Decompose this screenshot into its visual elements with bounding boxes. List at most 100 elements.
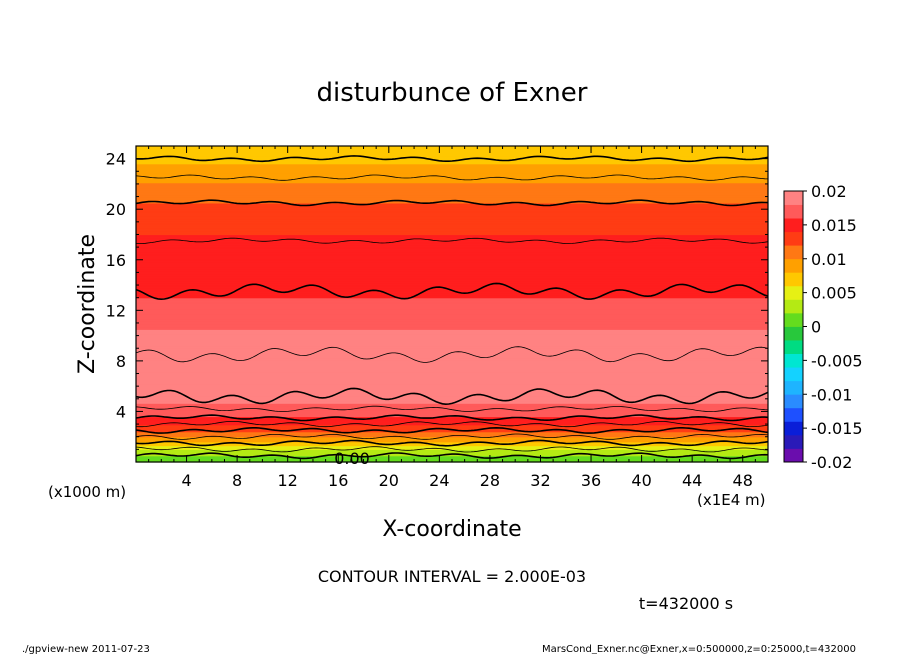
contour-band (136, 341, 768, 343)
contour-band (136, 407, 768, 409)
contour-band (136, 230, 768, 232)
contour-band (136, 376, 768, 378)
contour-band (136, 218, 768, 220)
contour-band (136, 165, 768, 167)
footer-right: MarsCond_Exner.nc@Exner,x=0:500000,z=0:2… (542, 644, 856, 654)
contour-band (136, 242, 768, 244)
contour-band (136, 170, 768, 172)
contour-band (136, 175, 768, 177)
contour-band (136, 377, 768, 379)
contour-band (136, 262, 768, 265)
contour-band (136, 441, 768, 444)
contour-line (135, 282, 769, 301)
contour-band (136, 333, 768, 335)
contour-band (136, 334, 768, 336)
contour-band (136, 456, 768, 459)
contour-band (136, 281, 768, 283)
contour-band (136, 437, 768, 440)
contour-band (136, 216, 768, 219)
contour-band (136, 304, 768, 306)
contour-band (136, 192, 768, 194)
contour-band (136, 283, 768, 286)
contour-band (136, 190, 768, 192)
contour-band (136, 245, 768, 247)
contour-band (136, 312, 768, 315)
contour-band (136, 181, 768, 183)
contour-band (136, 254, 768, 256)
contour-band (136, 301, 768, 303)
x-tick-label: 24 (429, 471, 449, 490)
contour-band (136, 368, 768, 370)
y-tick-label: 4 (116, 402, 126, 421)
contour-band (136, 295, 768, 298)
contour-band (136, 182, 768, 184)
contour-band (136, 370, 768, 372)
contour-band (136, 291, 768, 294)
contour-band (136, 310, 768, 312)
contour-band (136, 362, 768, 364)
contour-band (136, 425, 768, 427)
contour-band (136, 273, 768, 275)
x-tick-label: 8 (232, 471, 242, 490)
contour-band (136, 238, 768, 241)
contour-band (136, 372, 768, 374)
contour-band (136, 379, 768, 382)
contour-line (135, 446, 769, 453)
contour-band (136, 183, 768, 186)
contour-band (136, 399, 768, 401)
contour-band (136, 446, 768, 448)
contour-band (136, 292, 768, 294)
contour-band (136, 246, 768, 248)
x-tick-label: 20 (379, 471, 399, 490)
contour-band (136, 182, 768, 184)
contour-band (136, 269, 768, 271)
contour-band (136, 452, 768, 454)
contour-band (136, 252, 768, 254)
contour-band (136, 200, 768, 203)
contour-band (136, 231, 768, 234)
contour-band (136, 187, 768, 189)
contour-band (136, 382, 768, 384)
contour-band (136, 243, 768, 246)
contour-band (136, 374, 768, 376)
contour-band (136, 427, 768, 430)
contour-band (136, 199, 768, 201)
contour-line (135, 439, 769, 447)
contour-band (136, 275, 768, 277)
contour-band (136, 440, 768, 442)
contour-band (136, 346, 768, 349)
contour-band (136, 186, 768, 188)
contour-band (136, 248, 768, 250)
footer-left: ./gpview-new 2011-07-23 (22, 644, 150, 654)
contour-band (136, 230, 768, 232)
contour-band (136, 249, 768, 251)
contour-band (136, 313, 768, 315)
contour-band (136, 282, 768, 284)
contour-band (136, 413, 768, 416)
contour-band (136, 350, 768, 352)
contour-band (136, 272, 768, 274)
contour-band (136, 412, 768, 414)
contour-band (136, 267, 768, 269)
contour-band (136, 214, 768, 216)
contour-band (136, 412, 768, 414)
colorbar-label: 0.01 (811, 250, 847, 269)
y-tick-label: 12 (106, 301, 126, 320)
contour-band (136, 300, 768, 303)
contour-line (135, 414, 769, 422)
contour-band (136, 170, 768, 172)
colorbar-swatch (784, 367, 803, 382)
colorbar-label: -0.02 (811, 453, 852, 472)
contour-band (136, 365, 768, 368)
contour-band (136, 396, 768, 399)
contour-band (136, 384, 768, 387)
contour-band (136, 323, 768, 325)
contour-band (136, 333, 768, 335)
contour-band (136, 239, 768, 241)
contour-band (136, 306, 768, 308)
colorbar-swatch (784, 312, 803, 327)
contour-band (136, 418, 768, 420)
contour-band (136, 247, 768, 249)
contour-band (136, 451, 768, 453)
contour-band (136, 299, 768, 301)
